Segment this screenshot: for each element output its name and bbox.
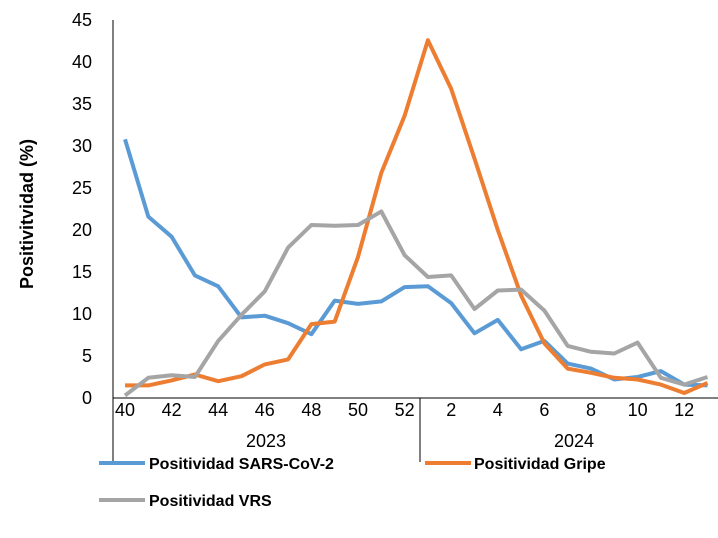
x-tick-label: 6 bbox=[539, 400, 549, 420]
x-tick-label: 4 bbox=[493, 400, 503, 420]
y-tick-label: 0 bbox=[82, 388, 92, 408]
x-tick-label: 42 bbox=[162, 400, 182, 420]
legend-item-vrs: Positividad VRS bbox=[99, 493, 272, 510]
legend-item-sars: Positividad SARS-CoV-2 bbox=[99, 456, 334, 473]
x-tick-label: 12 bbox=[674, 400, 694, 420]
x-tick-label: 10 bbox=[628, 400, 648, 420]
x-tick-label: 8 bbox=[586, 400, 596, 420]
y-tick-label: 30 bbox=[72, 136, 92, 156]
x-tick-label: 46 bbox=[255, 400, 275, 420]
x-tick-label: 50 bbox=[348, 400, 368, 420]
x-tick-label: 48 bbox=[301, 400, 321, 420]
y-tick-label: 10 bbox=[72, 304, 92, 324]
y-tick-label: 40 bbox=[72, 52, 92, 72]
y-tick-label: 45 bbox=[72, 10, 92, 30]
x-tick-label: 40 bbox=[115, 400, 135, 420]
year-label-2024: 2024 bbox=[554, 431, 594, 451]
legend-label-sars: Positividad SARS-CoV-2 bbox=[149, 456, 334, 473]
y-tick-label: 15 bbox=[72, 262, 92, 282]
x-tick-label: 2 bbox=[446, 400, 456, 420]
x-tick-label: 44 bbox=[208, 400, 228, 420]
y-axis-ticks: 0 5 10 15 20 25 30 35 40 45 bbox=[72, 10, 92, 408]
series-lines bbox=[123, 38, 709, 398]
y-axis-label: Positivitvidad (%) bbox=[17, 139, 37, 289]
y-tick-label: 25 bbox=[72, 178, 92, 198]
year-label-2023: 2023 bbox=[246, 431, 286, 451]
legend: Positividad SARS-CoV-2 Positividad Gripe… bbox=[99, 456, 606, 510]
x-tick-label: 52 bbox=[395, 400, 415, 420]
y-tick-label: 20 bbox=[72, 220, 92, 240]
x-axis-ticks: 40 42 44 46 48 50 52 2 4 6 8 10 12 bbox=[115, 400, 694, 420]
series-line-vrs bbox=[123, 209, 709, 398]
series-line-gripe bbox=[125, 38, 709, 395]
legend-item-gripe: Positividad Gripe bbox=[425, 456, 606, 473]
y-tick-label: 35 bbox=[72, 94, 92, 114]
legend-label-vrs: Positividad VRS bbox=[149, 493, 272, 510]
legend-label-gripe: Positividad Gripe bbox=[474, 456, 606, 473]
y-tick-label: 5 bbox=[82, 346, 92, 366]
